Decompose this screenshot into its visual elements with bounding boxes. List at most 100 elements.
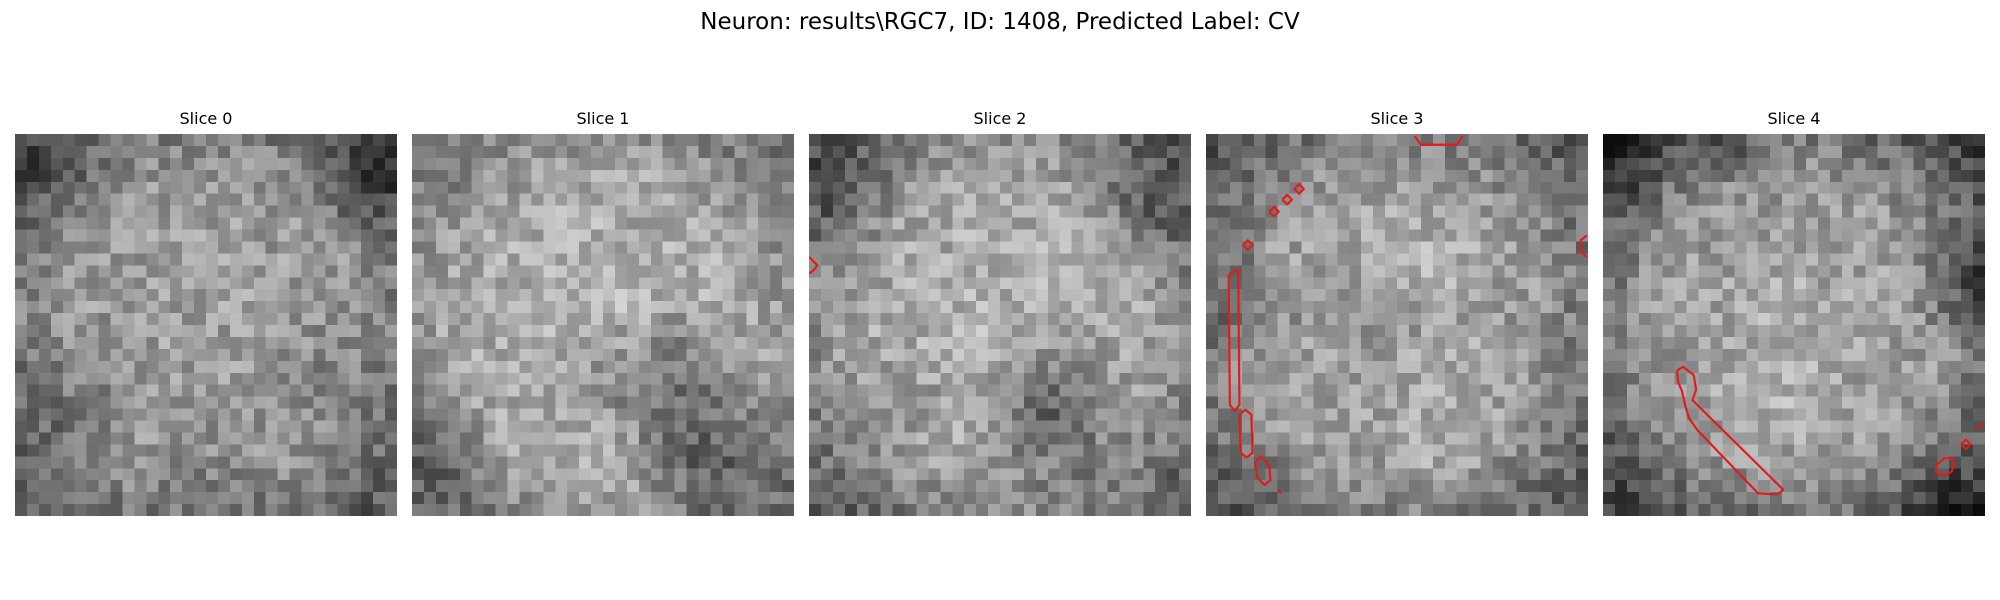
pixel	[1841, 360, 1854, 373]
pixel	[1552, 241, 1565, 254]
pixel	[892, 420, 905, 433]
pixel	[1638, 336, 1651, 350]
pixel	[459, 277, 472, 290]
pixel	[337, 396, 350, 409]
pixel	[1000, 277, 1013, 290]
pixel	[1722, 420, 1735, 433]
pixel	[483, 325, 496, 338]
pixel	[1206, 360, 1219, 373]
pixel	[856, 492, 869, 505]
pixel	[1973, 253, 1985, 266]
pixel	[495, 408, 508, 421]
pixel	[1925, 360, 1938, 373]
pixel	[1841, 444, 1854, 457]
pixel	[495, 253, 508, 266]
pixel	[674, 217, 687, 230]
pixel	[1119, 372, 1132, 385]
pixel	[1217, 372, 1231, 385]
pixel	[1107, 241, 1120, 254]
pixel	[194, 480, 207, 493]
pixel	[483, 420, 496, 433]
pixel	[1626, 205, 1640, 218]
pixel	[614, 456, 628, 469]
pixel	[1674, 420, 1687, 433]
pixel	[603, 504, 616, 516]
pixel	[1865, 313, 1878, 326]
pixel	[1650, 193, 1663, 206]
pixel	[734, 253, 747, 266]
pixel	[976, 229, 989, 242]
pixel	[1119, 348, 1132, 362]
pixel	[373, 492, 386, 505]
pixel	[734, 372, 747, 385]
pixel	[1504, 301, 1517, 314]
pixel	[555, 480, 568, 493]
pixel	[313, 157, 326, 171]
pixel	[253, 205, 266, 218]
pixel	[1480, 229, 1493, 242]
pixel	[1337, 229, 1350, 242]
pixel	[1071, 265, 1084, 278]
pixel	[904, 492, 917, 505]
pixel	[868, 229, 881, 242]
pixel	[1758, 432, 1771, 445]
pixel	[1516, 277, 1529, 290]
pixel	[1853, 396, 1866, 409]
pixel	[698, 480, 711, 493]
pixel	[289, 134, 302, 147]
pixel	[447, 265, 460, 278]
pixel	[170, 229, 183, 242]
pixel	[758, 169, 771, 182]
pixel	[686, 289, 699, 302]
pixel	[650, 408, 663, 421]
pixel	[38, 444, 52, 457]
pixel	[361, 444, 374, 457]
pixel	[146, 301, 159, 314]
pixel	[1217, 313, 1231, 326]
pixel	[626, 492, 640, 505]
pixel	[134, 157, 147, 171]
pixel	[1603, 301, 1616, 314]
pixel	[1206, 217, 1219, 230]
pixel	[1698, 253, 1711, 266]
pixel	[289, 265, 302, 278]
pixel	[1444, 301, 1457, 314]
pixel	[194, 217, 207, 230]
pixel	[1758, 253, 1771, 266]
pixel	[1576, 504, 1588, 516]
pixel	[1420, 408, 1434, 421]
pixel	[1000, 229, 1013, 242]
pixel	[1167, 396, 1180, 409]
pixel	[1805, 277, 1819, 290]
pixel	[1047, 456, 1060, 469]
pixel	[1576, 408, 1588, 421]
pixel	[1770, 384, 1783, 397]
pixel	[1325, 313, 1338, 326]
pixel	[1420, 480, 1434, 493]
pixel	[325, 468, 338, 481]
pixel	[928, 205, 941, 218]
pixel	[98, 134, 111, 147]
pixel	[770, 289, 783, 302]
pixel	[385, 408, 397, 421]
pixel	[1516, 169, 1529, 182]
pixel	[1650, 313, 1663, 326]
pixel	[1265, 468, 1278, 481]
pixel	[412, 372, 425, 385]
pixel	[1564, 480, 1577, 493]
pixel	[385, 348, 397, 362]
pixel	[1456, 181, 1469, 194]
pixel	[1408, 241, 1422, 254]
pixel	[662, 217, 675, 230]
pixel	[1373, 181, 1386, 194]
pixel	[1973, 277, 1985, 290]
pixel	[1504, 277, 1517, 290]
pixel	[1408, 444, 1422, 457]
pixel	[928, 420, 941, 433]
pixel	[253, 504, 266, 516]
pixel	[868, 134, 881, 147]
pixel	[1456, 277, 1469, 290]
pixel	[1155, 289, 1168, 302]
pixel	[50, 217, 63, 230]
pixel	[122, 336, 135, 350]
